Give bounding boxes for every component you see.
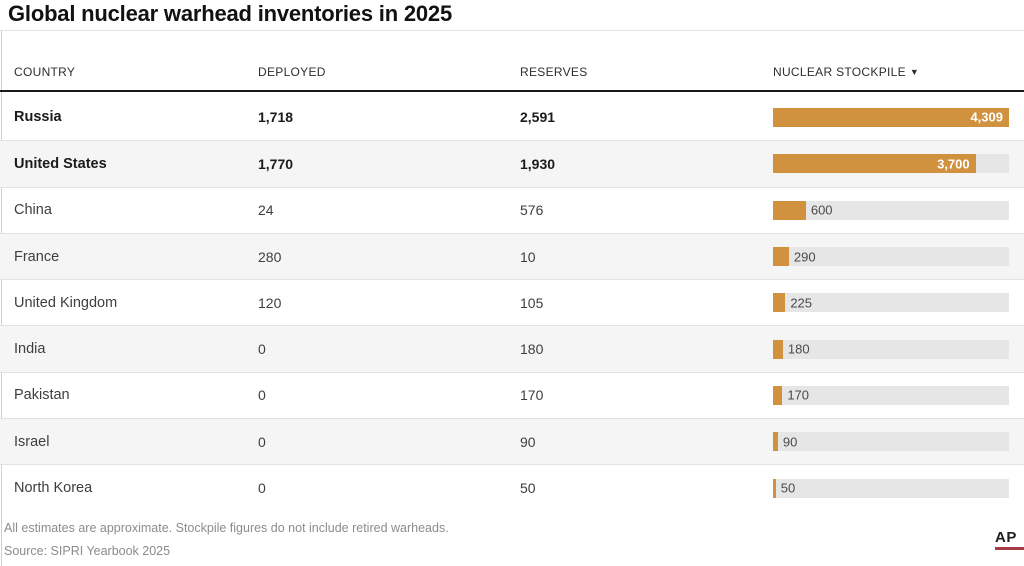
- stockpile-bar-track: 225: [773, 293, 1009, 313]
- deployed-cell: 24: [258, 202, 274, 219]
- reserves-cell: 90: [520, 433, 536, 450]
- country-cell: India: [14, 341, 46, 358]
- reserves-cell: 576: [520, 202, 544, 219]
- stockpile-cell: 225: [773, 293, 1024, 313]
- stockpile-value-label: 290: [793, 249, 816, 265]
- column-header-deployed: DEPLOYED: [258, 65, 326, 79]
- stockpile-value-label: 3,700: [937, 156, 970, 172]
- table-row: North Korea 0 50 50: [0, 464, 1024, 510]
- stockpile-bar-track: 90: [773, 432, 1009, 452]
- deployed-cell: 1,718: [258, 109, 294, 126]
- stockpile-bar-track: 170: [773, 385, 1009, 405]
- stockpile-bar-track: 50: [773, 478, 1009, 498]
- stockpile-bar-track: 180: [773, 339, 1009, 359]
- deployed-cell: 1,770: [258, 155, 294, 172]
- sort-descending-icon: ▼: [909, 67, 920, 77]
- stockpile-bar: [773, 247, 789, 267]
- deployed-cell: 0: [258, 433, 266, 450]
- country-cell: Pakistan: [14, 387, 70, 404]
- stockpile-bar: 3,700: [773, 154, 976, 174]
- stockpile-cell: 50: [773, 478, 1024, 498]
- ap-logo-underline: [995, 547, 1024, 550]
- stockpile-cell: 600: [773, 200, 1024, 220]
- stockpile-bar: 4,309: [773, 107, 1009, 127]
- stockpile-value-label: 600: [810, 202, 833, 218]
- country-cell: United Kingdom: [14, 294, 118, 311]
- stockpile-cell: 3,700: [773, 154, 1024, 174]
- footnote: All estimates are approximate. Stockpile…: [4, 521, 449, 535]
- deployed-cell: 280: [258, 248, 282, 265]
- ap-logo-text: AP: [995, 529, 1017, 546]
- stockpile-bar-track: 600: [773, 200, 1009, 220]
- stockpile-value-label: 90: [782, 434, 798, 450]
- stockpile-bar: [773, 432, 778, 452]
- table-row: China 24 576 600: [0, 186, 1024, 233]
- table-header: COUNTRY DEPLOYED RESERVES NUCLEAR STOCKP…: [0, 31, 1024, 92]
- country-cell: Russia: [14, 109, 62, 126]
- stockpile-value-label: 50: [780, 480, 796, 496]
- stockpile-cell: 180: [773, 339, 1024, 359]
- country-cell: North Korea: [14, 480, 93, 497]
- column-header-reserves: RESERVES: [520, 65, 588, 79]
- stockpile-bar: [773, 200, 806, 220]
- stockpile-value-label: 180: [787, 341, 810, 357]
- column-header-country: COUNTRY: [14, 65, 76, 79]
- deployed-cell: 0: [258, 341, 266, 358]
- table-row: United States 1,770 1,930 3,700: [0, 140, 1024, 187]
- stockpile-cell: 290: [773, 247, 1024, 267]
- reserves-cell: 170: [520, 387, 544, 404]
- stockpile-value-label: 4,309: [970, 109, 1003, 125]
- country-cell: Israel: [14, 433, 50, 450]
- left-border: [1, 30, 2, 566]
- reserves-cell: 2,591: [520, 109, 556, 126]
- stockpile-value-label: 225: [790, 295, 813, 311]
- reserves-cell: 1,930: [520, 155, 556, 172]
- deployed-cell: 0: [258, 387, 266, 404]
- country-cell: United States: [14, 155, 107, 172]
- table-row: United Kingdom 120 105 225: [0, 279, 1024, 325]
- table-row: India 0 180 180: [0, 325, 1024, 372]
- reserves-cell: 105: [520, 294, 544, 311]
- reserves-cell: 10: [520, 248, 536, 265]
- table-row: Pakistan 0 170 170: [0, 371, 1024, 418]
- ap-logo: AP: [995, 529, 1024, 550]
- table-row: France 280 10 290: [0, 232, 1024, 280]
- table-row: Russia 1,718 2,591 4,309: [0, 94, 1024, 140]
- stockpile-cell: 170: [773, 385, 1024, 405]
- stockpile-bar-track: 290: [773, 247, 1009, 267]
- stockpile-cell: 4,309: [773, 107, 1024, 127]
- stockpile-bar: [773, 478, 776, 498]
- stockpile-bar: [773, 385, 783, 405]
- reserves-cell: 180: [520, 341, 544, 358]
- country-cell: France: [14, 248, 60, 265]
- country-cell: China: [14, 202, 52, 219]
- table-row: Israel 0 90 90: [0, 418, 1024, 465]
- page-title: Global nuclear warhead inventories in 20…: [8, 1, 452, 26]
- stockpile-bar-track: 3,700: [773, 154, 1009, 174]
- stockpile-bar: [773, 339, 783, 359]
- reserves-cell: 50: [520, 480, 536, 497]
- stockpile-cell: 90: [773, 432, 1024, 452]
- stockpile-value-label: 170: [787, 387, 810, 403]
- stockpile-bar: [773, 293, 786, 313]
- source-credit: Source: SIPRI Yearbook 2025: [4, 544, 171, 558]
- deployed-cell: 0: [258, 480, 266, 497]
- column-header-stockpile[interactable]: NUCLEAR STOCKPILE ▼: [773, 65, 1024, 79]
- column-header-stockpile-label: NUCLEAR STOCKPILE: [773, 65, 906, 79]
- stockpile-bar-track: 4,309: [773, 107, 1009, 127]
- table-body: Russia 1,718 2,591 4,309 United States 1,770 1…: [0, 94, 1024, 511]
- deployed-cell: 120: [258, 294, 282, 311]
- top-divider: [0, 30, 1024, 31]
